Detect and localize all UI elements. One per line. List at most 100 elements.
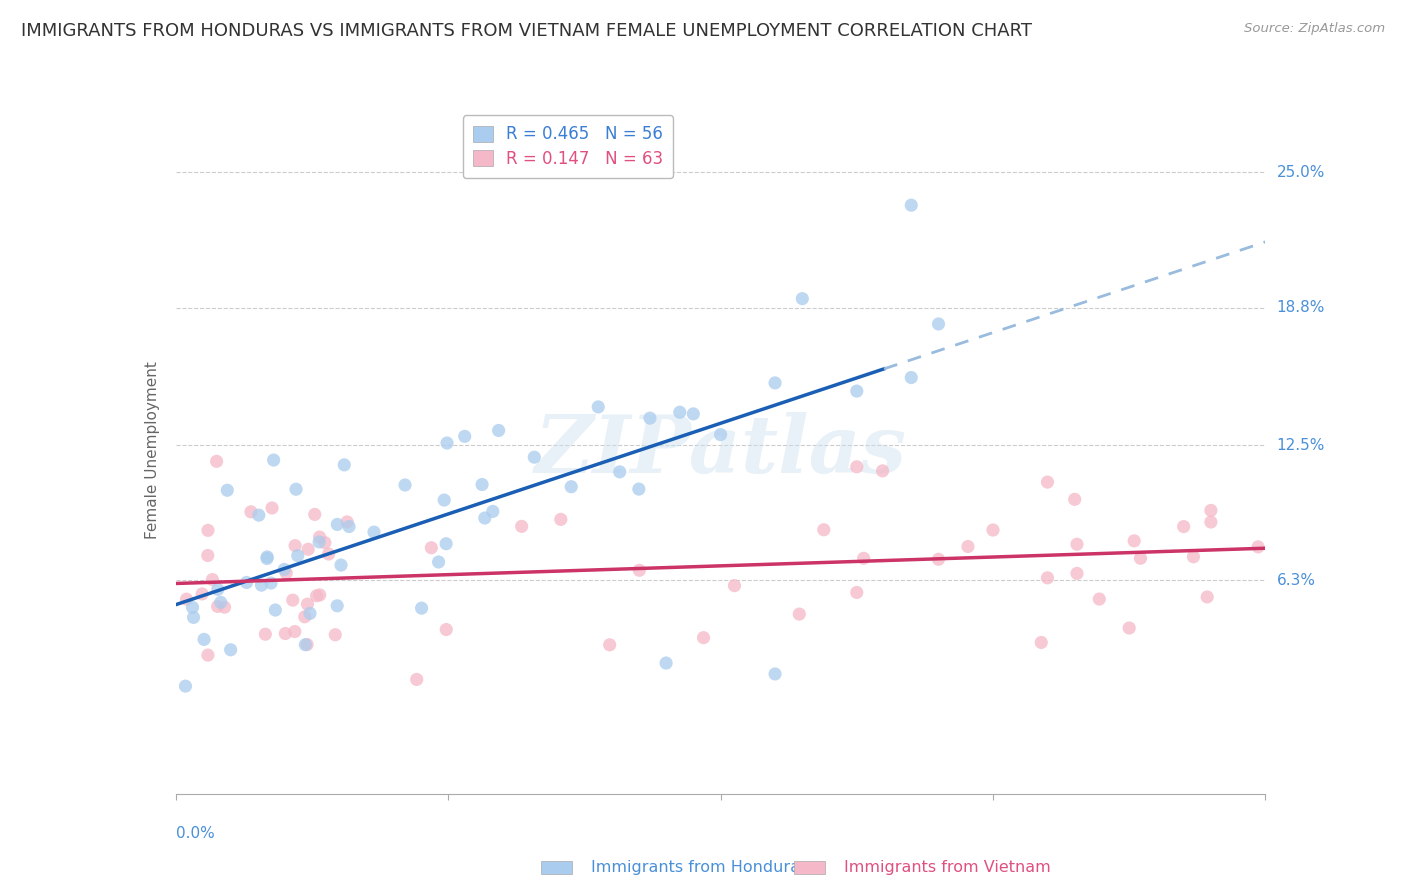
Point [297, 542, 319, 557]
Point [792, 292, 814, 306]
Point [287, 549, 309, 563]
Point [337, 519, 360, 533]
Point [872, 464, 894, 478]
Point [1031, 635, 1053, 649]
Point [193, 632, 215, 647]
Point [981, 523, 1004, 537]
Point [183, 610, 205, 624]
Point [260, 500, 283, 515]
Point [284, 624, 307, 639]
Point [273, 562, 295, 576]
Point [523, 450, 546, 465]
Point [333, 458, 356, 472]
Point [420, 541, 443, 555]
Point [209, 595, 232, 609]
Point [336, 515, 359, 529]
Point [276, 566, 298, 580]
Point [308, 535, 330, 549]
Text: 0.0%: 0.0% [176, 826, 215, 841]
Point [217, 483, 239, 498]
Text: 18.8%: 18.8% [1277, 300, 1324, 315]
Point [1247, 540, 1270, 554]
Point [586, 400, 609, 414]
Point [284, 539, 307, 553]
Point [260, 576, 283, 591]
Point [845, 459, 868, 474]
Point [254, 627, 277, 641]
Text: ZIPatlas: ZIPatlas [534, 412, 907, 489]
Point [1063, 492, 1085, 507]
Point [1088, 592, 1111, 607]
Point [405, 673, 427, 687]
Point [550, 512, 572, 526]
Point [900, 370, 922, 384]
Point [710, 427, 733, 442]
Point [176, 592, 198, 607]
Point [852, 551, 875, 566]
Point [928, 317, 950, 331]
Text: Immigrants from Vietnam: Immigrants from Vietnam [844, 860, 1050, 874]
Legend: R = 0.465   N = 56, R = 0.147   N = 63: R = 0.465 N = 56, R = 0.147 N = 63 [463, 115, 673, 178]
Point [298, 607, 321, 621]
Point [1199, 515, 1222, 529]
Point [263, 453, 285, 467]
Point [197, 549, 219, 563]
Point [1123, 533, 1146, 548]
Point [1197, 590, 1219, 604]
Point [197, 648, 219, 662]
Text: 12.5%: 12.5% [1277, 437, 1324, 452]
Point [205, 454, 228, 468]
Point [314, 535, 336, 549]
Point [813, 523, 835, 537]
Point [304, 508, 326, 522]
Point [481, 504, 503, 518]
Text: 25.0%: 25.0% [1277, 165, 1324, 180]
Point [191, 587, 214, 601]
Point [474, 511, 496, 525]
Point [900, 198, 922, 212]
Point [235, 575, 257, 590]
Point [787, 607, 810, 621]
Point [323, 628, 346, 642]
Point [692, 631, 714, 645]
Point [436, 436, 458, 450]
Point [1129, 551, 1152, 566]
Point [294, 638, 316, 652]
Point [330, 558, 353, 572]
Text: IMMIGRANTS FROM HONDURAS VS IMMIGRANTS FROM VIETNAM FEMALE UNEMPLOYMENT CORRELAT: IMMIGRANTS FROM HONDURAS VS IMMIGRANTS F… [21, 22, 1032, 40]
Point [247, 508, 270, 523]
Point [256, 549, 278, 564]
Point [308, 530, 330, 544]
Point [318, 547, 340, 561]
Point [845, 585, 868, 599]
Point [434, 623, 457, 637]
Point [250, 578, 273, 592]
Point [682, 407, 704, 421]
Point [305, 589, 328, 603]
Point [1199, 503, 1222, 517]
Point [723, 579, 745, 593]
Y-axis label: Female Unemployment: Female Unemployment [145, 361, 160, 540]
Point [411, 601, 433, 615]
Point [956, 540, 979, 554]
Point [609, 465, 631, 479]
Point [214, 600, 236, 615]
Point [668, 405, 690, 419]
Point [197, 524, 219, 538]
Point [219, 642, 242, 657]
Point [297, 597, 319, 611]
Point [394, 478, 416, 492]
Point [510, 519, 533, 533]
Point [763, 667, 786, 681]
Point [326, 599, 349, 613]
Point [845, 384, 868, 398]
Point [1182, 549, 1205, 564]
Point [434, 537, 457, 551]
Point [281, 593, 304, 607]
Point [295, 638, 318, 652]
Point [326, 517, 349, 532]
Point [599, 638, 621, 652]
Point [638, 411, 661, 425]
Point [454, 429, 477, 443]
Text: 6.3%: 6.3% [1277, 573, 1316, 588]
